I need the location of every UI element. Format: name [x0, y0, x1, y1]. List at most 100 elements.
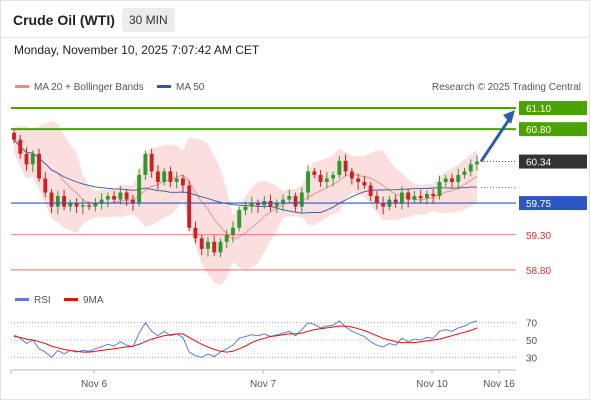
- candle: [162, 167, 167, 186]
- instrument-title: Crude Oil (WTI): [13, 12, 115, 28]
- candle-body: [74, 203, 79, 207]
- candle: [93, 198, 98, 212]
- price-legend: MA 20 + Bollinger Bands MA 50 Research ©…: [15, 82, 581, 93]
- candle: [431, 189, 436, 204]
- candle: [356, 173, 361, 190]
- candle-body: [18, 139, 23, 154]
- candle: [393, 194, 398, 209]
- candle: [412, 191, 417, 204]
- candle: [374, 191, 379, 210]
- level-target: 61.10: [11, 101, 587, 116]
- candle-body: [231, 227, 235, 235]
- candle: [99, 193, 104, 210]
- x-tick-label: Nov 10: [416, 379, 448, 390]
- candle: [406, 189, 411, 208]
- candle: [293, 192, 298, 212]
- candle-body: [412, 196, 417, 200]
- x-tick-label: Nov 16: [483, 379, 515, 390]
- candle: [256, 199, 260, 213]
- candle-body: [168, 171, 173, 182]
- candle: [224, 229, 229, 249]
- candle-body: [49, 192, 54, 207]
- candle-body: [218, 241, 223, 253]
- credit-label: Research © 2025 Trading Central: [432, 82, 581, 93]
- candle: [18, 134, 23, 159]
- candle-body: [462, 171, 467, 175]
- candle-body: [281, 199, 285, 204]
- candle: [437, 175, 442, 200]
- level-pivot: 59.75: [11, 196, 587, 211]
- candle: [24, 147, 29, 171]
- candle-body: [381, 203, 386, 207]
- ma20-legend-label: MA 20 + Bollinger Bands: [34, 82, 144, 93]
- timeframe-button[interactable]: 30 MIN: [122, 8, 175, 32]
- candle-body: [293, 196, 298, 207]
- candle: [306, 165, 311, 201]
- candle: [68, 199, 73, 212]
- candle-body: [193, 227, 198, 239]
- rsi-legend-label: RSI: [34, 295, 51, 306]
- candle: [274, 199, 279, 213]
- candle-body: [431, 193, 436, 197]
- candle-body: [187, 185, 192, 228]
- candle: [37, 148, 41, 182]
- candle-body: [468, 164, 473, 172]
- candle-body: [30, 153, 35, 165]
- candle-body: [406, 192, 411, 200]
- candle: [105, 192, 110, 208]
- candle-body: [124, 192, 129, 200]
- rsi-legend-swatch: [15, 298, 29, 301]
- candle: [168, 166, 173, 187]
- candle-body: [443, 178, 448, 182]
- current-price-tag: [519, 154, 587, 169]
- candle: [443, 174, 448, 187]
- ma20-legend-swatch: [15, 85, 29, 88]
- rsi-level-label: 30: [526, 353, 538, 364]
- rsi-panel: 70 50 30: [11, 319, 538, 364]
- candle-body: [180, 178, 185, 186]
- candle-body: [299, 192, 304, 207]
- candle-body: [24, 153, 29, 165]
- candle-body: [425, 193, 429, 199]
- timestamp: Monday, November 10, 2025 7:07:42 AM CET: [14, 43, 260, 57]
- x-tick-label: Nov 6: [81, 379, 108, 390]
- candle: [337, 155, 342, 179]
- candle: [49, 189, 54, 213]
- header-divider: [1, 37, 589, 38]
- candle-body: [43, 178, 48, 193]
- candle-body: [155, 171, 160, 182]
- candle-body: [162, 171, 167, 182]
- candle-body: [450, 178, 454, 182]
- pivot-tag: [519, 196, 587, 211]
- candle: [312, 167, 317, 179]
- rsi-level-label: 50: [526, 336, 538, 347]
- candle: [318, 169, 323, 187]
- candle: [62, 189, 66, 211]
- candle: [12, 129, 16, 144]
- rsi-legend: RSI 9MA: [15, 295, 104, 306]
- candle-body: [243, 206, 248, 211]
- candle-body: [12, 132, 16, 140]
- candle-body: [399, 192, 404, 204]
- candle-body: [174, 178, 179, 182]
- candle: [206, 236, 210, 257]
- candle: [450, 173, 454, 189]
- pivot-label: 59.75: [526, 199, 551, 210]
- chart-header: Crude Oil (WTI) 30 MIN: [1, 1, 589, 37]
- level-support: 58.80: [11, 266, 551, 277]
- candle-body: [206, 241, 210, 249]
- candle: [218, 238, 223, 258]
- candle: [155, 165, 160, 190]
- candle-body: [343, 160, 348, 172]
- candle: [137, 168, 142, 207]
- candle: [174, 172, 179, 189]
- candle: [331, 171, 336, 187]
- forecast-arrow-head: [503, 110, 515, 125]
- candle: [74, 198, 79, 213]
- candle-body: [105, 196, 110, 200]
- candle-body: [475, 161, 479, 165]
- forecast-arrow-icon: [479, 110, 515, 163]
- candle-body: [249, 203, 254, 207]
